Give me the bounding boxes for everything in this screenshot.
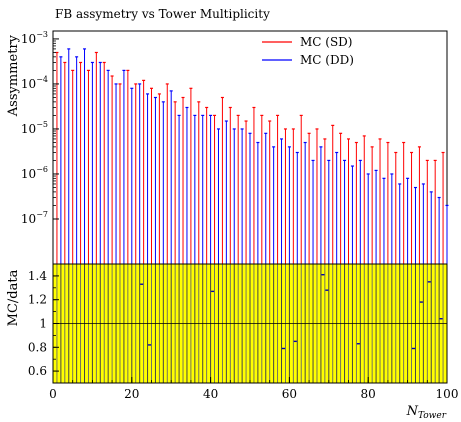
legend-label: MC (DD) [300,53,354,67]
x-tick-label: 100 [436,387,459,401]
chart-title: FB assymetry vs Tower Multiplicity [55,7,270,21]
y-tick-base: 10 [21,77,36,91]
legend: MC (SD) MC (DD) [262,35,354,67]
top-y-ticks: 10−710−610−510−410−3 [21,30,59,226]
y-tick-label: 1.4 [28,269,47,283]
x-axis-label-base: N [406,404,419,419]
y-tick-label: 10−6 [21,165,48,181]
y-tick-label: 0.6 [28,364,47,378]
bottom-y-ticks: 0.6 0.8 1 1.2 1.4 [28,269,59,378]
y-tick-base: 10 [21,212,36,226]
y-tick-exponent: −4 [36,75,48,84]
x-tick-label: 80 [361,387,376,401]
y-tick-label: 10−7 [21,210,48,226]
y-tick-label: 1.2 [28,293,47,307]
y-tick-exponent: −3 [36,30,48,39]
x-tick-label: 40 [203,387,218,401]
x-tick-label: 60 [282,387,297,401]
y-tick-exponent: −6 [36,165,48,174]
y-axis-label-bottom: MC/data [6,269,21,326]
y-tick-exponent: −7 [36,210,48,219]
y-tick-base: 10 [21,32,36,46]
top-panel [52,30,449,265]
x-ticks: 0 20 40 60 80 100 [49,377,458,401]
x-tick-label: 20 [124,387,139,401]
x-tick-label: 0 [49,387,57,401]
y-tick-label: 10−4 [21,75,48,91]
legend-label: MC (SD) [300,35,353,49]
y-axis-label-top: Assymmetry [6,34,21,117]
y-tick-exponent: −5 [36,120,48,129]
y-tick-base: 10 [21,167,36,181]
ratio-panel [52,263,448,384]
y-tick-base: 10 [21,122,36,136]
y-tick-label: 0.8 [28,340,47,354]
x-axis-label-subscript: Tower [418,411,447,421]
y-tick-label: 10−5 [21,120,48,136]
x-axis-label: NTower [406,404,447,421]
y-tick-label: 10−3 [21,30,48,46]
y-tick-label: 1 [39,317,47,331]
